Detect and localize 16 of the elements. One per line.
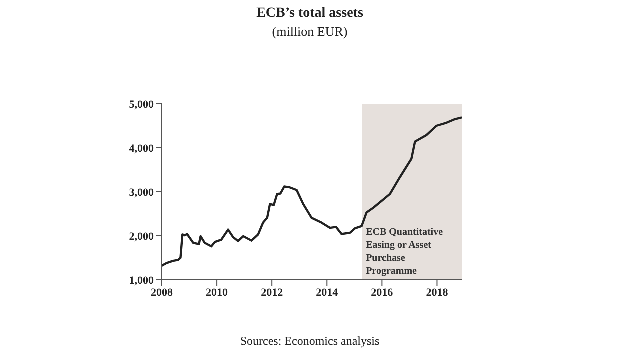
y-tick-label: 4,000 <box>129 142 154 155</box>
y-tick-label: 2,000 <box>129 230 154 243</box>
x-tick-label: 2014 <box>316 286 339 299</box>
chart-subtitle: (million EUR) <box>271 24 349 40</box>
x-tick-label: 2008 <box>151 286 174 299</box>
source-note: Sources: Economics analysis <box>239 334 381 349</box>
line-series <box>162 116 462 268</box>
chart-title: ECB’s total assets <box>256 6 364 22</box>
y-tick-label: 1,000 <box>129 274 154 287</box>
x-tick-label: 2012 <box>261 286 284 299</box>
y-tick-label: 5,000 <box>129 98 154 111</box>
x-tick-label: 2018 <box>426 286 449 299</box>
x-tick-label: 2010 <box>206 286 229 299</box>
x-tick-label: 2016 <box>371 286 394 299</box>
y-tick-label: 3,000 <box>129 186 154 199</box>
band-label: ECB Quantitative Easing or Asset Purchase Programme <box>366 227 444 277</box>
